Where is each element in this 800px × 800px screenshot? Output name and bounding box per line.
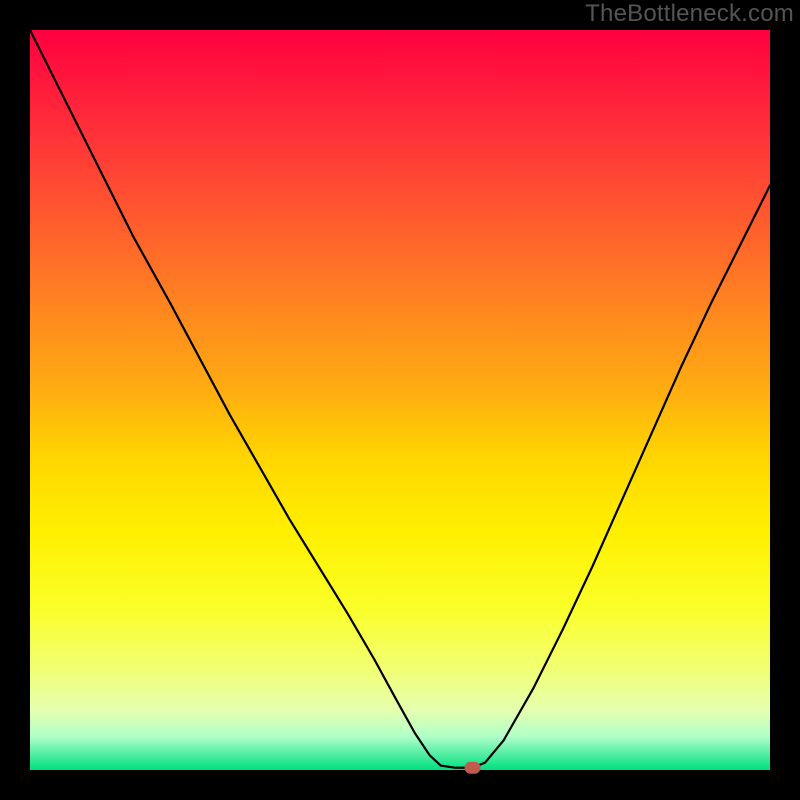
watermark-text: TheBottleneck.com xyxy=(585,0,794,28)
optimal-point-marker xyxy=(465,762,481,774)
chart-frame: TheBottleneck.com xyxy=(0,0,800,800)
bottleneck-chart xyxy=(0,0,800,800)
plot-background xyxy=(30,30,770,770)
